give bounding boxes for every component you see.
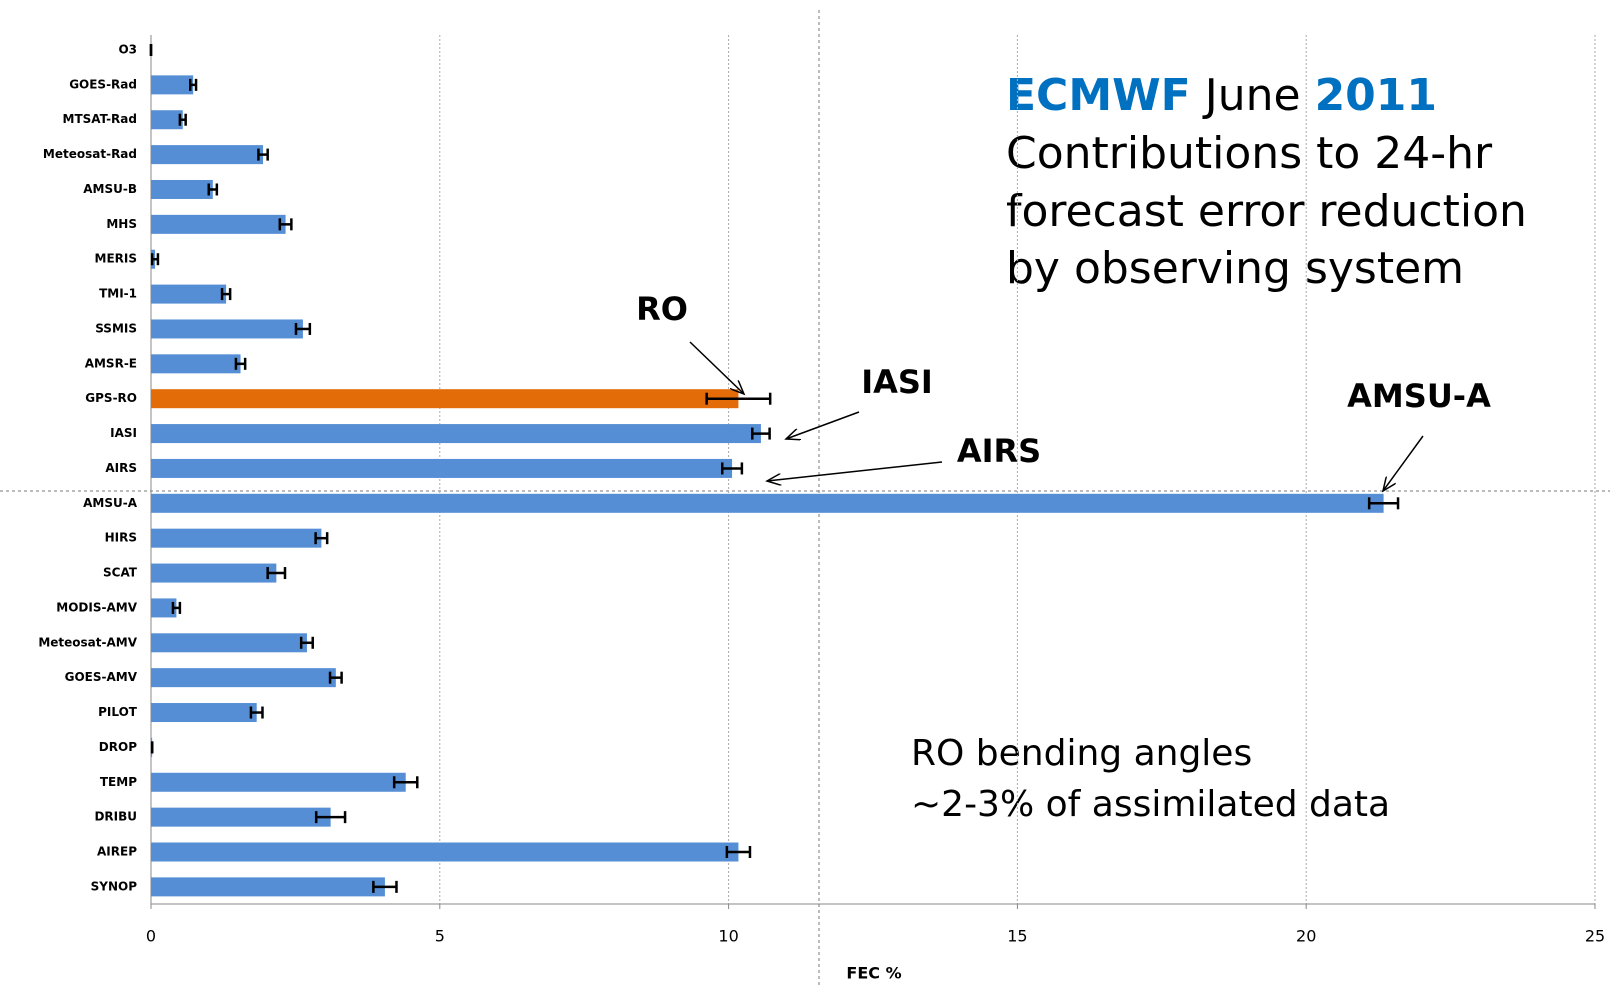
callout-arrow xyxy=(1383,435,1424,491)
error-bar xyxy=(314,532,329,545)
bar xyxy=(151,842,739,862)
bar xyxy=(151,528,322,548)
category-label: Meteosat-Rad xyxy=(43,147,137,161)
error-bar xyxy=(234,357,247,370)
title-year: 2011 xyxy=(1315,70,1437,121)
error-bar xyxy=(249,706,264,719)
callout-label: AMSU-A xyxy=(1347,377,1491,415)
error-bar xyxy=(189,78,198,91)
error-bar xyxy=(294,322,312,335)
x-axis-label: FEC % xyxy=(846,964,901,983)
bar xyxy=(151,179,213,199)
error-bar xyxy=(220,288,232,301)
category-label: GPS-RO xyxy=(85,391,137,405)
title-org: ECMWF xyxy=(1006,70,1191,121)
category-label: TMI-1 xyxy=(99,287,137,301)
x-tick-label: 15 xyxy=(1007,927,1027,946)
category-label: MERIS xyxy=(95,252,138,266)
bar xyxy=(151,424,761,444)
error-bar xyxy=(314,811,347,824)
category-label: DRIBU xyxy=(94,810,137,824)
bar xyxy=(151,493,1384,513)
bar xyxy=(151,284,227,304)
error-bar xyxy=(207,183,219,196)
callout-label: RO xyxy=(636,290,688,328)
bar xyxy=(151,668,336,688)
category-label: AMSU-A xyxy=(83,496,138,510)
bar xyxy=(151,110,183,130)
x-tick-label: 10 xyxy=(718,927,738,946)
category-label: SCAT xyxy=(103,566,138,580)
bar xyxy=(151,877,385,897)
category-label: GOES-AMV xyxy=(65,670,138,684)
error-bar xyxy=(1367,497,1400,510)
category-label: O3 xyxy=(118,43,137,57)
callout-label: IASI xyxy=(861,363,933,401)
bar xyxy=(151,389,739,409)
bar xyxy=(151,354,241,374)
bar xyxy=(151,807,331,827)
bar xyxy=(151,633,307,653)
error-bar xyxy=(705,392,772,405)
bar xyxy=(151,458,733,478)
error-bar xyxy=(392,776,419,789)
error-bar xyxy=(266,567,287,580)
error-bar xyxy=(257,148,269,161)
error-bar xyxy=(372,880,398,893)
category-label: SSMIS xyxy=(95,321,137,335)
x-tick-label: 0 xyxy=(146,927,156,946)
bar xyxy=(151,598,177,618)
bar xyxy=(151,75,194,95)
category-label: AIREP xyxy=(97,845,137,859)
category-label: MTSAT-Rad xyxy=(63,112,137,126)
category-label: MODIS-AMV xyxy=(56,600,137,614)
category-label: DROP xyxy=(99,740,137,754)
callout-label: AIRS xyxy=(957,432,1041,470)
note: ~2-3% of assimilated data xyxy=(911,784,1390,825)
title: ECMWF June 2011 xyxy=(1006,70,1437,121)
error-bar xyxy=(725,846,752,859)
error-bar xyxy=(299,636,314,649)
callout-arrow xyxy=(689,341,744,394)
error-bar xyxy=(751,427,771,440)
callout-arrow xyxy=(767,461,943,481)
bar xyxy=(151,214,286,234)
error-bar xyxy=(278,218,293,231)
category-label: GOES-Rad xyxy=(69,77,137,91)
subtitle: forecast error reduction xyxy=(1006,186,1527,237)
title-month: June xyxy=(1202,70,1301,121)
x-tick-label: 20 xyxy=(1296,927,1316,946)
note: RO bending angles xyxy=(911,733,1252,774)
category-label: HIRS xyxy=(105,531,137,545)
bar xyxy=(151,563,277,583)
bar xyxy=(151,319,303,339)
category-label: PILOT xyxy=(98,705,138,719)
subtitle: Contributions to 24-hr xyxy=(1006,128,1493,179)
error-bar xyxy=(150,253,160,266)
category-label: Meteosat-AMV xyxy=(38,635,137,649)
bar xyxy=(151,145,264,165)
error-bar xyxy=(720,462,744,475)
callout-arrow xyxy=(786,411,860,439)
category-label: AMSU-B xyxy=(83,182,137,196)
error-bar xyxy=(328,671,343,684)
category-label: MHS xyxy=(106,217,137,231)
bar xyxy=(151,772,406,792)
category-label: SYNOP xyxy=(91,879,138,893)
category-label: IASI xyxy=(110,426,137,440)
category-label: AMSR-E xyxy=(85,356,137,370)
category-label: AIRS xyxy=(105,461,137,475)
bar xyxy=(151,703,257,723)
subtitle: by observing system xyxy=(1006,243,1464,294)
error-bar xyxy=(178,113,187,126)
category-label: TEMP xyxy=(100,775,137,789)
error-bar xyxy=(171,601,182,614)
x-tick-label: 25 xyxy=(1585,927,1605,946)
x-tick-label: 5 xyxy=(435,927,445,946)
